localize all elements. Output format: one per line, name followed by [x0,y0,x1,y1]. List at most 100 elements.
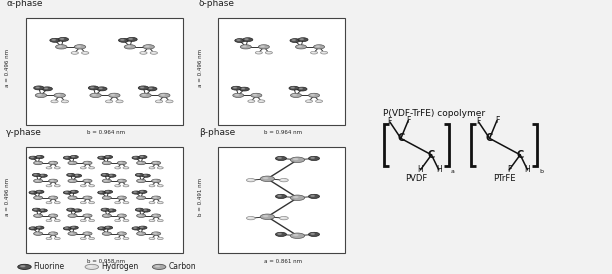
Text: γ-phase: γ-phase [6,128,42,137]
Ellipse shape [291,93,302,98]
Ellipse shape [104,215,107,216]
Ellipse shape [123,219,129,222]
Text: a = 0.861 nm: a = 0.861 nm [264,259,302,264]
Ellipse shape [73,209,81,212]
Ellipse shape [294,159,298,160]
Text: PVDF: PVDF [405,174,427,183]
Ellipse shape [237,40,240,41]
Ellipse shape [141,87,144,88]
Ellipse shape [35,93,47,98]
Ellipse shape [102,214,111,218]
Ellipse shape [80,201,86,204]
Ellipse shape [154,162,157,163]
Ellipse shape [231,86,241,90]
Ellipse shape [70,162,73,163]
Ellipse shape [105,100,113,103]
Ellipse shape [44,88,48,89]
Ellipse shape [54,237,60,239]
Text: Fluorine: Fluorine [34,262,65,271]
Ellipse shape [46,219,52,222]
Ellipse shape [119,180,122,181]
Ellipse shape [141,227,143,228]
Ellipse shape [46,201,52,204]
Ellipse shape [73,174,81,177]
Ellipse shape [71,52,78,54]
Ellipse shape [136,214,146,218]
Ellipse shape [85,180,88,181]
Ellipse shape [139,215,141,216]
Ellipse shape [52,39,55,40]
Ellipse shape [103,174,105,175]
Ellipse shape [89,219,95,222]
Ellipse shape [102,161,111,165]
Ellipse shape [248,100,255,102]
Ellipse shape [51,215,53,216]
Ellipse shape [142,209,151,212]
Ellipse shape [124,167,126,168]
Text: C: C [397,133,405,143]
Ellipse shape [234,87,236,88]
Text: C: C [428,150,435,160]
Ellipse shape [322,52,324,53]
Ellipse shape [80,219,86,222]
Ellipse shape [157,185,163,187]
Ellipse shape [35,197,39,198]
Ellipse shape [56,185,58,186]
Ellipse shape [88,266,92,267]
Ellipse shape [100,157,102,158]
Ellipse shape [114,201,121,204]
Ellipse shape [106,156,109,157]
Ellipse shape [34,232,43,235]
Ellipse shape [118,214,127,218]
Text: F: F [387,118,392,126]
Text: F: F [476,118,481,126]
Ellipse shape [313,45,324,49]
Ellipse shape [124,220,126,221]
Ellipse shape [266,51,272,54]
Ellipse shape [89,185,95,187]
Text: a = 0.496 nm: a = 0.496 nm [198,49,203,87]
Ellipse shape [106,191,109,192]
Ellipse shape [289,86,299,90]
Ellipse shape [251,93,262,98]
Ellipse shape [118,196,127,199]
Text: C: C [517,150,524,160]
Ellipse shape [119,197,122,198]
Ellipse shape [90,93,102,98]
Ellipse shape [296,45,307,49]
Ellipse shape [68,214,77,218]
Ellipse shape [239,87,249,91]
Ellipse shape [41,175,43,176]
Ellipse shape [134,157,136,158]
Ellipse shape [80,237,86,239]
Ellipse shape [308,194,319,198]
Ellipse shape [146,46,149,47]
Ellipse shape [101,208,110,211]
Ellipse shape [37,227,40,228]
Ellipse shape [70,180,73,181]
Ellipse shape [64,156,72,159]
Ellipse shape [34,179,43,183]
Ellipse shape [74,45,86,49]
Ellipse shape [35,190,44,193]
Ellipse shape [152,214,161,218]
Ellipse shape [275,232,286,236]
Bar [218,18,345,125]
Ellipse shape [36,87,39,88]
Ellipse shape [149,237,155,239]
Ellipse shape [42,87,53,91]
Ellipse shape [102,232,111,235]
Ellipse shape [139,197,141,198]
Ellipse shape [151,167,152,168]
Text: Hydrogen: Hydrogen [101,262,138,271]
Ellipse shape [242,88,245,89]
Text: P(VDF-TrFE) copolymer: P(VDF-TrFE) copolymer [384,109,485,118]
Ellipse shape [34,174,37,175]
Ellipse shape [321,51,327,54]
Ellipse shape [138,86,149,90]
Ellipse shape [70,197,73,198]
Ellipse shape [102,196,111,199]
Ellipse shape [135,173,144,176]
Ellipse shape [88,86,99,90]
Ellipse shape [67,173,75,176]
